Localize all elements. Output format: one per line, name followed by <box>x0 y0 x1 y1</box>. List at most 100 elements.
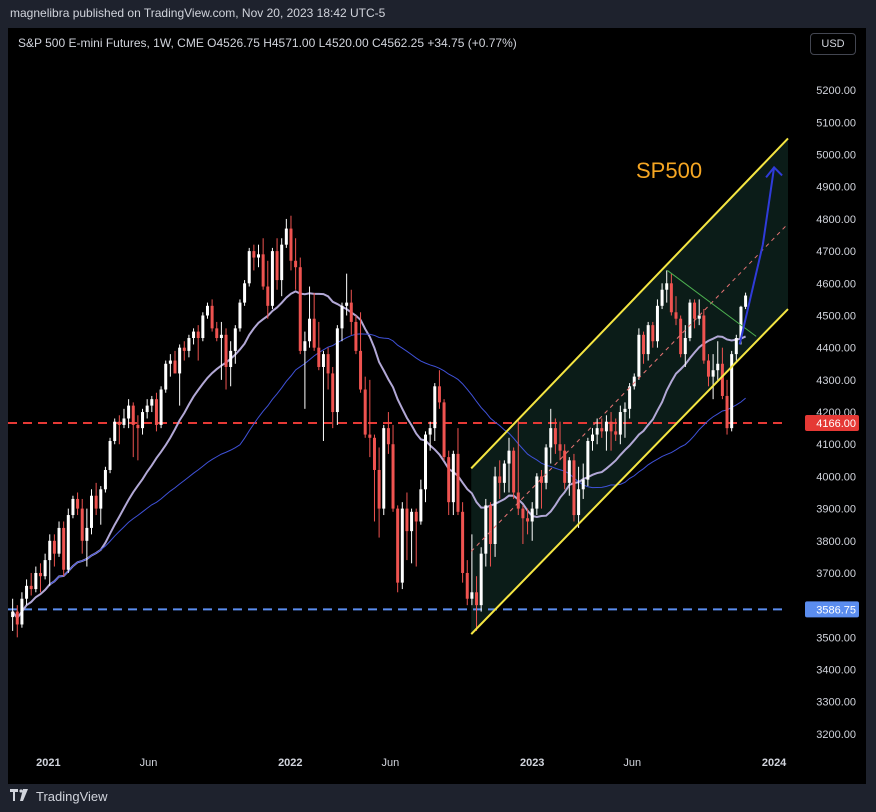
candle-body-30 <box>150 399 154 406</box>
candle-body-85 <box>405 508 409 532</box>
candle-body-143 <box>674 312 678 319</box>
y-tick-label: 3800.00 <box>816 536 856 548</box>
price-chart[interactable]: SP5003200.003300.003400.003500.003600.00… <box>8 28 866 784</box>
y-tick-label: 4100.00 <box>816 439 856 451</box>
candle-body-156 <box>734 338 738 355</box>
candle-body-17 <box>90 495 94 528</box>
candle-body-120 <box>567 460 571 483</box>
candle-body-151 <box>711 370 715 377</box>
tradingview-logo-icon <box>10 788 30 804</box>
candle-body-118 <box>558 444 562 451</box>
candle-body-61 <box>294 260 298 268</box>
candle-body-155 <box>730 354 734 429</box>
candle-body-123 <box>581 479 585 490</box>
candle-body-106 <box>502 463 506 483</box>
y-tick-label: 3400.00 <box>816 665 856 677</box>
candle-body-59 <box>284 228 288 245</box>
x-tick-label: 2023 <box>520 757 544 769</box>
candle-body-102 <box>484 505 488 554</box>
candle-body-125 <box>591 434 595 442</box>
candle-body-22 <box>113 421 117 442</box>
candle-body-95 <box>451 453 455 503</box>
candle-body-150 <box>706 360 710 377</box>
candle-body-53 <box>257 254 261 258</box>
candle-body-135 <box>637 334 641 377</box>
candle-body-51 <box>247 251 251 284</box>
currency-button[interactable]: USD <box>810 33 856 55</box>
green-trendline <box>667 270 757 337</box>
candle-body-1 <box>15 611 19 625</box>
candle-body-136 <box>642 334 646 355</box>
candle-body-103 <box>488 505 492 545</box>
y-tick-label: 4400.00 <box>816 343 856 355</box>
candle-body-130 <box>614 431 618 435</box>
candle-body-26 <box>131 405 135 425</box>
candle-body-80 <box>382 428 386 509</box>
candle-body-27 <box>136 424 140 429</box>
channel-lower-line <box>470 308 789 635</box>
candle-body-91 <box>433 386 437 429</box>
candle-body-88 <box>419 489 423 522</box>
candle-body-44 <box>215 328 219 339</box>
price-tag-resistance <box>805 414 859 431</box>
candle-body-98 <box>465 572 469 599</box>
chart-panel[interactable]: SP5003200.003300.003400.003500.003600.00… <box>8 28 866 784</box>
candle-body-77 <box>368 434 372 438</box>
candle-body-104 <box>493 476 497 545</box>
y-tick-label: 4700.00 <box>816 246 856 258</box>
y-tick-label: 5100.00 <box>816 117 856 129</box>
candle-body-99 <box>470 592 474 599</box>
price-tag-label-resistance: 4166.00 <box>816 418 856 430</box>
candle-body-157 <box>739 306 743 339</box>
candle-body-52 <box>252 251 256 258</box>
candle-body-141 <box>665 283 669 290</box>
candle-body-97 <box>461 511 465 573</box>
candle-body-0 <box>11 611 15 618</box>
candle-body-83 <box>396 508 400 583</box>
y-tick-label: 4800.00 <box>816 214 856 226</box>
y-tick-label: 4300.00 <box>816 375 856 387</box>
candle-body-107 <box>507 450 511 464</box>
candle-body-133 <box>628 386 632 409</box>
candle-body-74 <box>354 321 358 351</box>
price-tag-support <box>805 601 859 618</box>
candle-body-45 <box>219 334 223 339</box>
candle-body-24 <box>122 418 126 425</box>
x-tick-label: 2021 <box>36 757 60 769</box>
footer-brand[interactable]: TradingView <box>10 788 108 804</box>
brand-name: TradingView <box>36 788 108 804</box>
candle-body-109 <box>516 492 520 509</box>
x-tick-label: Jun <box>623 757 641 769</box>
candle-body-117 <box>553 428 557 445</box>
candle-body-38 <box>187 338 191 351</box>
candle-body-94 <box>447 457 451 503</box>
candle-body-78 <box>372 437 376 470</box>
candle-body-50 <box>243 283 247 303</box>
candle-body-35 <box>173 360 177 374</box>
projection-arrowhead <box>765 165 783 179</box>
y-tick-label: 3500.00 <box>816 632 856 644</box>
candle-body-144 <box>679 318 683 355</box>
candle-body-131 <box>618 412 622 435</box>
candle-body-15 <box>80 508 84 541</box>
candle-body-13 <box>71 498 75 516</box>
candle-body-18 <box>94 495 98 509</box>
candle-body-33 <box>164 363 168 390</box>
candle-body-127 <box>600 428 604 432</box>
candle-body-129 <box>609 421 613 432</box>
candle-body-105 <box>498 476 502 483</box>
x-tick-label: 2022 <box>278 757 302 769</box>
symbol-info: S&P 500 E-mini Futures, 1W, CME O4526.75… <box>18 36 517 50</box>
y-tick-label: 5000.00 <box>816 150 856 162</box>
candle-body-79 <box>377 469 381 509</box>
candle-body-66 <box>317 347 321 367</box>
candle-body-90 <box>428 428 432 435</box>
candle-body-14 <box>76 498 80 509</box>
candle-body-152 <box>716 363 720 371</box>
candle-body-19 <box>99 489 103 509</box>
candle-body-138 <box>651 325 655 342</box>
candle-body-7 <box>43 560 47 577</box>
candle-body-119 <box>563 450 567 483</box>
candle-body-70 <box>335 328 339 413</box>
candle-body-49 <box>238 302 242 329</box>
